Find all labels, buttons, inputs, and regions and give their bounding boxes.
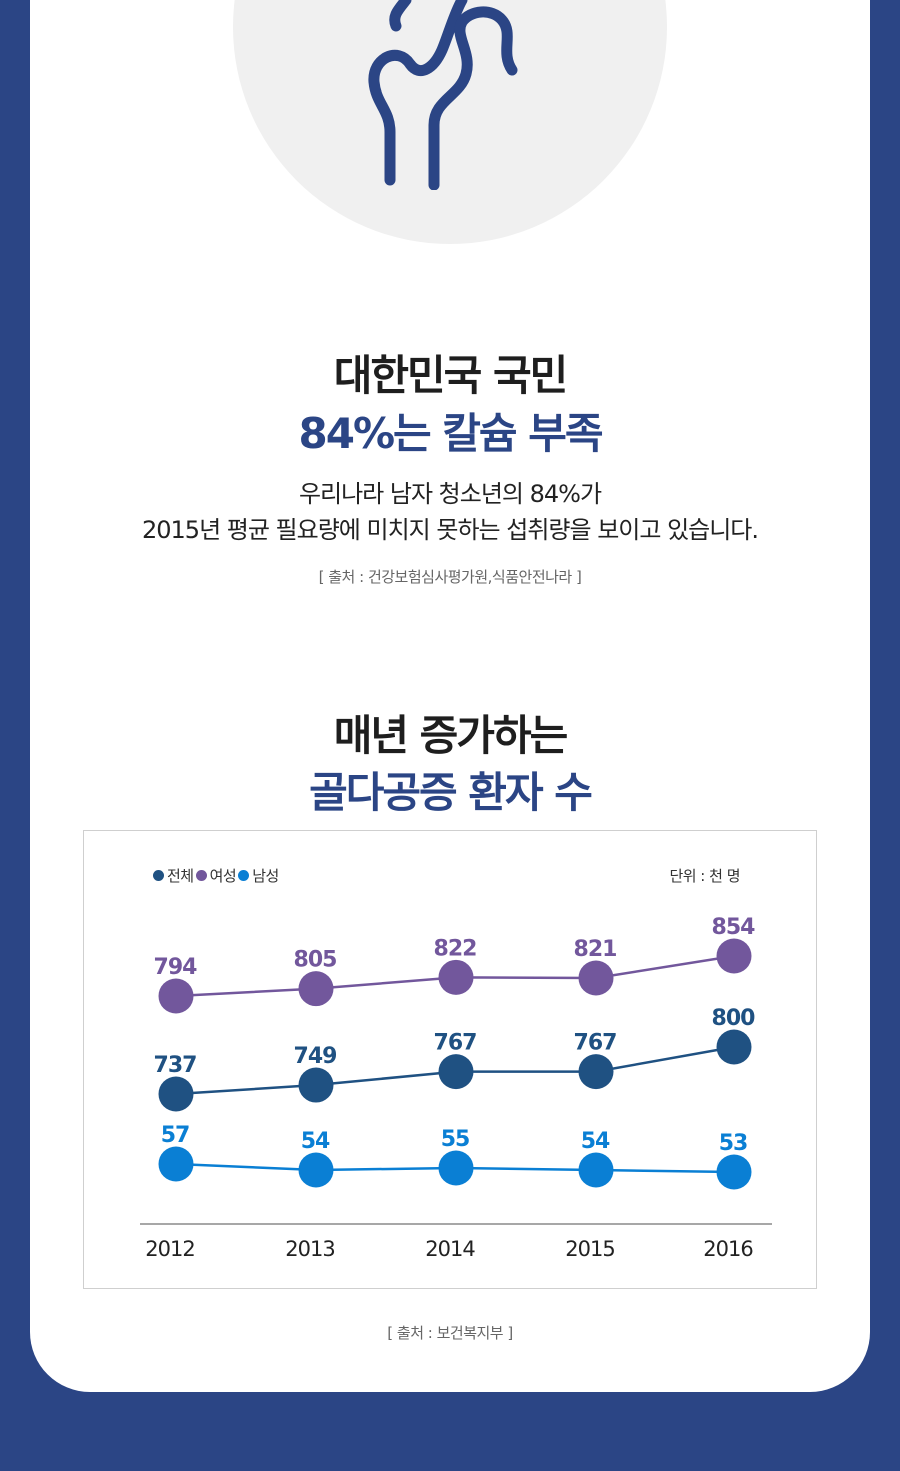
data-label: 854 [712,915,756,940]
data-label: 822 [434,936,477,961]
data-label: 794 [154,955,198,980]
x-tick-label: 2014 [425,1237,475,1261]
data-label: 54 [301,1129,330,1154]
data-label: 55 [441,1127,470,1152]
legend-item: 남성 [238,865,279,886]
data-label: 749 [294,1044,337,1069]
intro-heading-line1: 대한민국 국민 [333,351,568,400]
data-point [158,978,194,1014]
legend-item: 전체 [153,865,194,886]
chart-heading-line2: 골다공증 환자 수 [309,768,593,817]
legend-label: 여성 [209,867,237,885]
knee-joint-icon [368,0,518,190]
legend-label: 전체 [167,867,194,885]
data-point [578,1054,614,1090]
data-point [158,1076,194,1112]
chart-unit-label: 단위 : 천 명 [669,867,740,885]
x-tick-label: 2015 [565,1237,614,1261]
legend-dot [195,870,207,881]
data-point [298,1067,334,1103]
x-tick-label: 2012 [145,1237,194,1261]
data-point [716,1154,752,1190]
data-label: 54 [581,1129,610,1154]
intro-description-line2: 2015년 평균 필요량에 미치지 못하는 섭취량을 보이고 있습니다. [141,516,759,544]
data-point [716,1029,752,1065]
data-point [438,959,474,995]
data-point [716,938,752,974]
data-point [578,1152,614,1188]
legend-dot [238,870,250,881]
data-label: 767 [574,1031,617,1056]
data-point [578,960,614,996]
data-label: 57 [161,1123,190,1148]
data-label: 805 [294,948,337,973]
data-label: 53 [719,1131,748,1156]
legend-label: 남성 [252,867,279,885]
chart-legend: 전체 여성 남성 [153,865,281,886]
data-point [298,971,334,1007]
data-label: 800 [712,1006,756,1031]
legend-dot [153,870,164,881]
x-tick-label: 2013 [285,1237,334,1261]
intro-description-line1: 우리나라 남자 청소년의 84%가 [298,480,602,508]
data-point [298,1152,334,1188]
data-label: 737 [154,1053,197,1078]
chart-heading-line1: 매년 증가하는 [333,711,568,760]
data-point [158,1146,194,1182]
chart-source: [ 출처 : 보건복지부 ] [387,1324,513,1342]
intro-heading-line2: 84%는 칼슘 부족 [298,409,604,458]
intro-source: [ 출처 : 건강보험심사평가원,식품안전나라 ] [318,568,582,586]
data-label: 767 [434,1031,477,1056]
legend-item: 여성 [195,865,237,886]
data-point [438,1150,474,1186]
data-point [438,1054,474,1090]
x-tick-label: 2016 [703,1237,753,1261]
data-label: 821 [574,937,617,962]
